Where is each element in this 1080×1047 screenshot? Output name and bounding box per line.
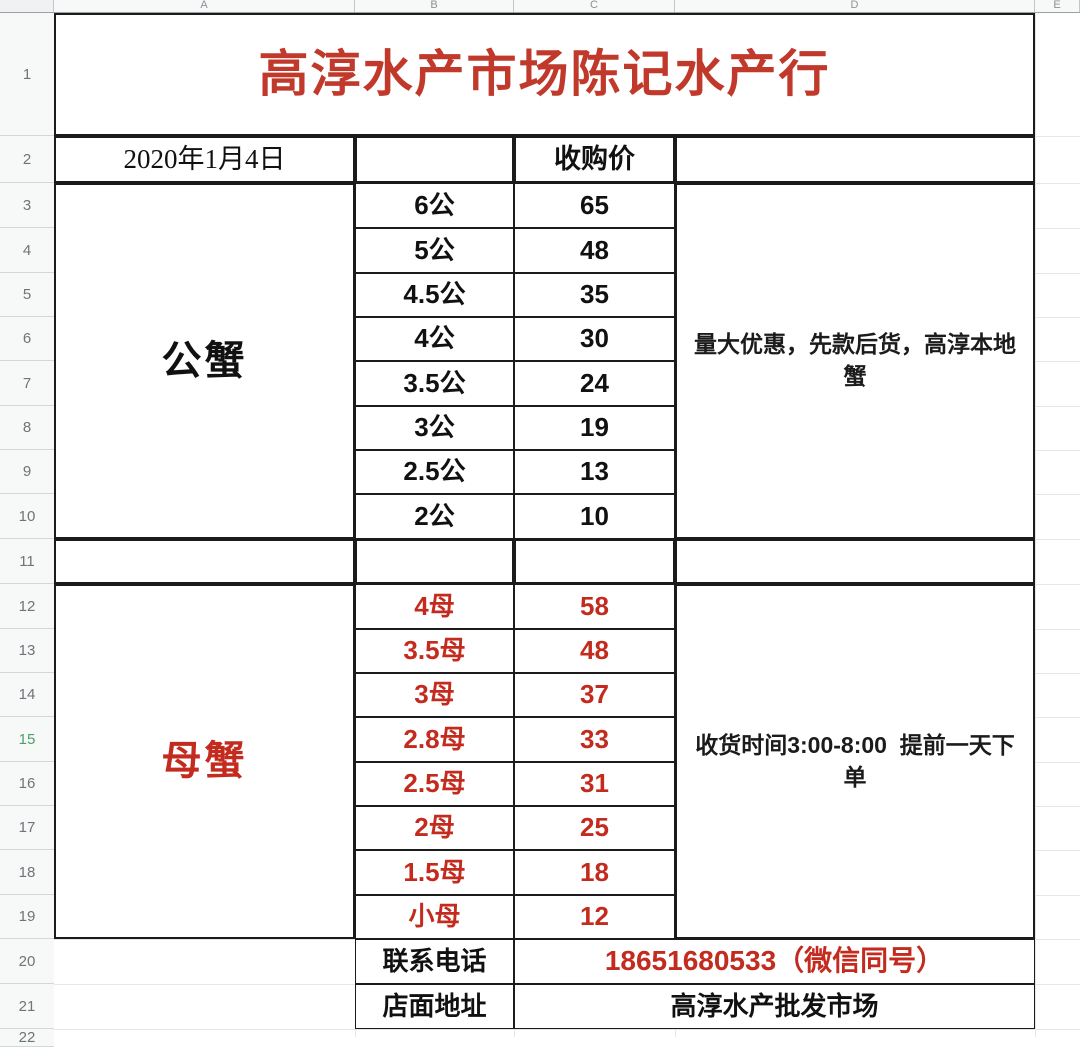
row-header-9[interactable]: 9 <box>0 450 54 494</box>
male-spec-cell[interactable]: 3公 <box>355 406 514 450</box>
female-spec-cell[interactable]: 小母 <box>355 895 514 939</box>
row-header-1[interactable]: 1 <box>0 13 54 136</box>
select-all-corner[interactable] <box>0 0 54 12</box>
female-price-cell[interactable]: 25 <box>514 806 675 850</box>
female-price-cell[interactable]: 48 <box>514 629 675 673</box>
phone-label-cell[interactable]: 联系电话 <box>355 939 514 984</box>
row-header-10[interactable]: 10 <box>0 494 54 539</box>
row-header-19[interactable]: 19 <box>0 895 54 939</box>
male-price-cell[interactable]: 48 <box>514 228 675 273</box>
cell-grid: 高淳水产市场陈记水产行 2020年1月4日 收购价 公蟹 量大优惠，先款后货，高… <box>54 13 1080 1037</box>
spacer-cell-b11[interactable] <box>355 539 514 584</box>
row-header-6[interactable]: 6 <box>0 317 54 361</box>
row-number-gutter: 1 2 3 4 5 6 7 8 9 10 11 12 13 14 15 16 1… <box>0 13 54 1047</box>
female-note-cell[interactable]: 收货时间3:00-8:00 提前一天下单 <box>675 584 1035 939</box>
female-spec-cell[interactable]: 2母 <box>355 806 514 850</box>
female-spec-cell[interactable]: 2.8母 <box>355 717 514 762</box>
female-spec-cell[interactable]: 3母 <box>355 673 514 717</box>
row-header-17[interactable]: 17 <box>0 806 54 850</box>
date-cell[interactable]: 2020年1月4日 <box>54 136 355 183</box>
row-header-16[interactable]: 16 <box>0 762 54 806</box>
row-header-20[interactable]: 20 <box>0 939 54 984</box>
column-header-a[interactable]: A <box>54 0 355 12</box>
row-header-14[interactable]: 14 <box>0 673 54 717</box>
phone-value-cell[interactable]: 18651680533（微信同号） <box>514 939 1035 984</box>
gridline-horizontal <box>54 1029 1080 1030</box>
female-category-label[interactable]: 母蟹 <box>54 584 355 939</box>
male-spec-cell[interactable]: 6公 <box>355 183 514 228</box>
column-header-c[interactable]: C <box>514 0 675 12</box>
female-price-cell[interactable]: 18 <box>514 850 675 895</box>
male-price-cell[interactable]: 35 <box>514 273 675 317</box>
purchase-price-header[interactable]: 收购价 <box>514 136 675 183</box>
female-price-cell[interactable]: 37 <box>514 673 675 717</box>
male-spec-cell[interactable]: 4公 <box>355 317 514 361</box>
title-cell[interactable]: 高淳水产市场陈记水产行 <box>54 13 1035 136</box>
row-header-12[interactable]: 12 <box>0 584 54 629</box>
row-header-7[interactable]: 7 <box>0 361 54 406</box>
row-header-21[interactable]: 21 <box>0 984 54 1029</box>
male-spec-cell[interactable]: 2.5公 <box>355 450 514 494</box>
male-spec-cell[interactable]: 5公 <box>355 228 514 273</box>
address-label-cell[interactable]: 店面地址 <box>355 984 514 1029</box>
row-header-8[interactable]: 8 <box>0 406 54 450</box>
row-header-18[interactable]: 18 <box>0 850 54 895</box>
male-price-cell[interactable]: 30 <box>514 317 675 361</box>
gridline-vertical <box>1035 13 1036 1037</box>
row-header-22[interactable]: 22 <box>0 1029 54 1047</box>
row-header-4[interactable]: 4 <box>0 228 54 273</box>
column-header-e[interactable]: E <box>1035 0 1080 12</box>
female-price-cell[interactable]: 33 <box>514 717 675 762</box>
column-header-d[interactable]: D <box>675 0 1035 12</box>
row-header-5[interactable]: 5 <box>0 273 54 317</box>
spacer-cell-a11[interactable] <box>54 539 355 584</box>
male-spec-cell[interactable]: 3.5公 <box>355 361 514 406</box>
male-price-cell[interactable]: 10 <box>514 494 675 539</box>
female-price-cell[interactable]: 12 <box>514 895 675 939</box>
female-price-cell[interactable]: 58 <box>514 584 675 629</box>
male-category-label[interactable]: 公蟹 <box>54 183 355 539</box>
male-price-cell[interactable]: 65 <box>514 183 675 228</box>
spacer-cell-c11[interactable] <box>514 539 675 584</box>
male-price-cell[interactable]: 24 <box>514 361 675 406</box>
male-note-cell[interactable]: 量大优惠，先款后货，高淳本地蟹 <box>675 183 1035 539</box>
female-price-cell[interactable]: 31 <box>514 762 675 806</box>
blank-cell-d2[interactable] <box>675 136 1035 183</box>
female-spec-cell[interactable]: 4母 <box>355 584 514 629</box>
blank-cell-b2[interactable] <box>355 136 514 183</box>
female-spec-cell[interactable]: 3.5母 <box>355 629 514 673</box>
row-header-2[interactable]: 2 <box>0 136 54 183</box>
spacer-cell-d11[interactable] <box>675 539 1035 584</box>
row-header-3[interactable]: 3 <box>0 183 54 228</box>
row-header-15[interactable]: 15 <box>0 717 54 762</box>
female-spec-cell[interactable]: 2.5母 <box>355 762 514 806</box>
address-value-cell[interactable]: 高淳水产批发市场 <box>514 984 1035 1029</box>
male-spec-cell[interactable]: 2公 <box>355 494 514 539</box>
male-spec-cell[interactable]: 4.5公 <box>355 273 514 317</box>
column-header-strip: A B C D E <box>0 0 1080 13</box>
female-spec-cell[interactable]: 1.5母 <box>355 850 514 895</box>
row-header-11[interactable]: 11 <box>0 539 54 584</box>
male-price-cell[interactable]: 13 <box>514 450 675 494</box>
column-header-b[interactable]: B <box>355 0 514 12</box>
row-header-13[interactable]: 13 <box>0 629 54 673</box>
male-price-cell[interactable]: 19 <box>514 406 675 450</box>
